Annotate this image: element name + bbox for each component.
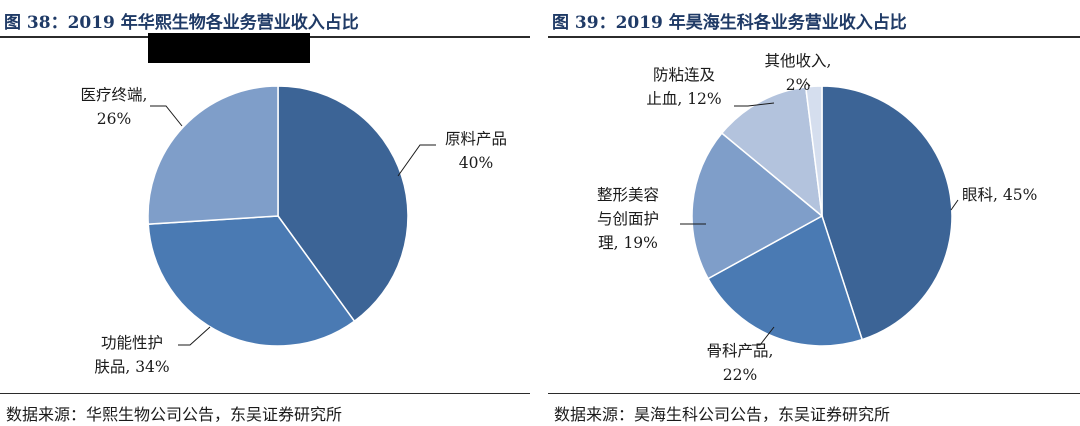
pie-slice-1 [821,85,953,341]
slice-label-1: 原料产品 40% [445,130,507,172]
leader-line-2 [752,326,775,346]
leader-line-5 [805,81,811,87]
figure-38-panel: 图 38：2019 年华熙生物各业务营业收入占比 原料产品 40% 功能性护肤品, … [0,0,530,426]
redaction-block [148,33,310,63]
pie-chart-39: 眼科, 45% 骨科产品, 22% 整形美容与创面护理, 19% 防粘连及止血, 12%… [597,52,1037,384]
slice-label-5: 其他收入, 2% [765,52,832,94]
pie-chart-38: 原料产品 40% 功能性护肤品, 34% 医疗终端, 26% [81,85,507,376]
figure-title: 图 38：2019 年华熙生物各业务营业收入占比 [4,13,359,33]
figure-title: 图 39：2019 年昊海生科各业务营业收入占比 [552,13,907,33]
source-note: 数据来源：昊海生科公司公告，东吴证券研究所 [554,405,891,424]
pie-slice-3 [147,85,279,225]
bottom-rule [0,393,530,394]
slice-label-2: 功能性护肤品, 34% [94,334,169,376]
pie-slice-5 [804,85,823,217]
slice-label-4: 防粘连及止血, 12% [646,66,721,108]
slice-label-3: 整形美容与创面护理, 19% [597,186,659,252]
pie-slice-2 [147,215,356,347]
top-rule [548,36,1080,38]
slice-label-2: 骨科产品, 22% [707,342,774,384]
leader-line-3 [150,105,183,127]
leader-line-2 [178,326,211,346]
pie-slice-3 [691,132,824,280]
leader-line-1 [950,199,959,211]
slice-label-3: 医疗终端, 26% [81,86,148,128]
bottom-rule [548,393,1080,394]
pie-slice-1 [277,85,409,323]
slice-label-1: 眼科, 45% [962,186,1037,204]
pie-slice-2 [707,214,864,347]
leader-line-4 [734,102,775,107]
leader-line-1 [397,144,436,177]
source-note: 数据来源：华熙生物公司公告，东吴证券研究所 [6,405,343,424]
pie-slice-4 [720,86,823,218]
figure-39-panel: 图 39：2019 年昊海生科各业务营业收入占比 眼科, 45% 骨科产品, 22%… [548,0,1080,426]
